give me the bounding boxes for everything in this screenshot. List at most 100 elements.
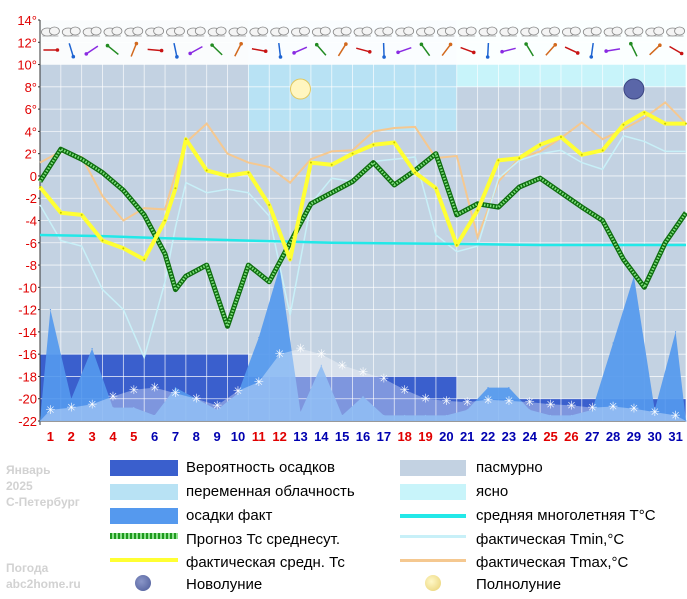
day-label: 27: [585, 429, 599, 444]
snowflake-icon: ✳: [275, 347, 285, 361]
fact-avg-point: [174, 187, 177, 190]
day-label: 8: [193, 429, 200, 444]
snowflake-icon: ✳: [650, 405, 660, 419]
y-tick-label: -10: [18, 280, 37, 295]
wind-arrow-head-icon: [524, 42, 528, 46]
cloud-icon: [132, 26, 144, 36]
snowflake-icon: ✳: [170, 386, 180, 400]
precip-fact-point: [49, 309, 52, 311]
snowflake-icon: ✳: [295, 342, 305, 356]
precip-fact-point: [685, 420, 687, 422]
precip-fact-point: [258, 336, 260, 339]
y-tick-label: 0: [30, 169, 37, 184]
day-label: 25: [543, 429, 557, 444]
snowflake-icon: ✳: [525, 395, 535, 409]
snowflake-icon: ✳: [358, 365, 368, 379]
fact-avg-point: [351, 152, 354, 155]
day-label: 9: [214, 429, 221, 444]
wind-arrow-icon: [441, 43, 452, 57]
cloud-icon: [153, 26, 165, 36]
legend-swatch-precip-fact: [110, 508, 178, 524]
cloud-icon: [632, 26, 644, 36]
wind-arrow-head-icon: [210, 43, 214, 47]
cloud-icon: [215, 26, 227, 36]
city-label: С-Петербург: [6, 495, 80, 509]
day-label: 10: [231, 429, 245, 444]
cloud-icon: [590, 26, 602, 36]
precip-fact-point: [362, 395, 364, 398]
snow-cover-area: [40, 348, 686, 421]
wind-arrow-icon: [211, 44, 223, 56]
snowflake-icon: ✳: [129, 383, 139, 397]
snowflake-icon: ✳: [45, 403, 55, 417]
cloud-icon: [257, 26, 269, 36]
precip-fact-point: [612, 342, 614, 344]
cloud-icon: [278, 26, 290, 36]
full-moon-icon: [289, 78, 311, 100]
legend-swatch-norm: [400, 514, 466, 518]
wind-arrow-icon: [630, 43, 638, 57]
day-label: 12: [272, 429, 286, 444]
day-label: 24: [522, 429, 537, 444]
wind-arrow-head-icon: [382, 55, 386, 59]
y-tick-label: 4°: [25, 124, 37, 139]
wind-arrow-icon: [147, 48, 162, 52]
legend-swatch-tmax: [400, 559, 466, 562]
fact-avg-point: [372, 143, 375, 146]
snowflake-icon: ✳: [629, 402, 639, 416]
site-label-1: Погода: [6, 561, 49, 575]
wind-arrow-icon: [173, 42, 178, 58]
wind-arrow-icon: [525, 43, 534, 57]
wind-arrow-head-icon: [344, 42, 348, 46]
precip-fact-point: [320, 364, 322, 366]
snowflake-icon: ✳: [546, 397, 556, 411]
precip-fact-point: [529, 409, 531, 411]
cloud-icon: [361, 26, 373, 36]
snowflake-icon: ✳: [191, 392, 201, 406]
legend-label-full-moon: Полнолуние: [476, 576, 562, 593]
legend-swatch-fact-avg: [110, 558, 178, 562]
fact-avg-point: [539, 143, 542, 146]
precip-fact-point: [383, 414, 385, 417]
cloud-icon: [528, 26, 540, 36]
day-label: 14: [314, 429, 329, 444]
tmax-line: [39, 101, 687, 241]
wind-arrow-head-icon: [55, 48, 60, 52]
precip-fact-point: [591, 409, 593, 411]
y-tick-label: -18: [18, 369, 37, 384]
site-label-2: abc2home.ru: [6, 577, 81, 591]
y-tick-label: 6°: [25, 102, 37, 117]
y-tick-label: -12: [18, 303, 37, 318]
wind-arrow-head-icon: [367, 50, 372, 54]
snowflake-icon: ✳: [233, 384, 243, 398]
day-label: 22: [481, 429, 495, 444]
precip-fact-point: [216, 409, 218, 411]
wind-arrow-icon: [606, 48, 621, 52]
precip-fact-point: [195, 398, 197, 400]
cloud-icon: [69, 26, 81, 36]
wind-arrow-icon: [189, 45, 203, 55]
fact-avg-point: [393, 141, 396, 144]
weather-icon-strip: [41, 26, 685, 59]
month-label: Январь: [6, 463, 51, 477]
snowflake-icon: ✳: [483, 393, 493, 407]
wind-arrow-icon: [337, 43, 347, 57]
legend-label-tmin: фактическая Tmin,°С: [476, 531, 625, 548]
cloud-icon: [382, 26, 394, 36]
wind-arrow-head-icon: [679, 51, 684, 56]
y-tick-label: 14°: [17, 13, 37, 28]
cloud-icon: [549, 26, 560, 36]
day-label: 29: [627, 429, 641, 444]
legend-swatch-forecast-avg: [110, 533, 178, 539]
fact-avg-point: [247, 171, 250, 174]
cloud-icon: [340, 26, 352, 36]
cloud-icon: [49, 26, 60, 36]
legend-label-precip-fact: осадки факт: [186, 507, 273, 524]
fact-avg-point: [268, 203, 271, 206]
wind-arrow-icon: [501, 47, 516, 53]
precip-fact-point: [570, 414, 572, 417]
snowflake-icon: ✳: [400, 383, 410, 397]
wind-arrow-icon: [356, 47, 370, 53]
snowflake-icon: ✳: [108, 389, 118, 403]
precip-fact-point: [674, 331, 677, 333]
